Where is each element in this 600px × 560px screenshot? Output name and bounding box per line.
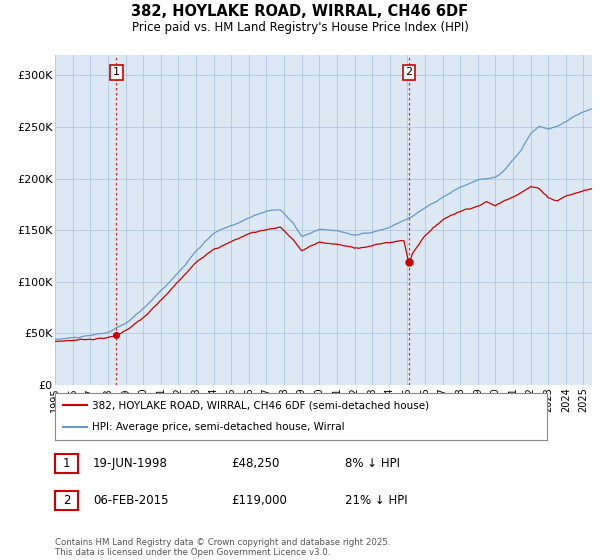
Text: 2: 2 bbox=[63, 493, 70, 507]
Text: 2: 2 bbox=[406, 67, 413, 77]
Text: Contains HM Land Registry data © Crown copyright and database right 2025.
This d: Contains HM Land Registry data © Crown c… bbox=[55, 538, 391, 557]
Text: 382, HOYLAKE ROAD, WIRRAL, CH46 6DF: 382, HOYLAKE ROAD, WIRRAL, CH46 6DF bbox=[131, 4, 469, 19]
Text: £48,250: £48,250 bbox=[231, 457, 280, 470]
Text: HPI: Average price, semi-detached house, Wirral: HPI: Average price, semi-detached house,… bbox=[92, 422, 345, 432]
Text: 1: 1 bbox=[63, 457, 70, 470]
Text: 21% ↓ HPI: 21% ↓ HPI bbox=[345, 493, 407, 507]
Text: 06-FEB-2015: 06-FEB-2015 bbox=[93, 493, 169, 507]
Text: 382, HOYLAKE ROAD, WIRRAL, CH46 6DF (semi-detached house): 382, HOYLAKE ROAD, WIRRAL, CH46 6DF (sem… bbox=[92, 400, 429, 410]
Text: 1: 1 bbox=[113, 67, 120, 77]
Text: £119,000: £119,000 bbox=[231, 493, 287, 507]
Text: Price paid vs. HM Land Registry's House Price Index (HPI): Price paid vs. HM Land Registry's House … bbox=[131, 21, 469, 34]
Text: 8% ↓ HPI: 8% ↓ HPI bbox=[345, 457, 400, 470]
Text: 19-JUN-1998: 19-JUN-1998 bbox=[93, 457, 168, 470]
